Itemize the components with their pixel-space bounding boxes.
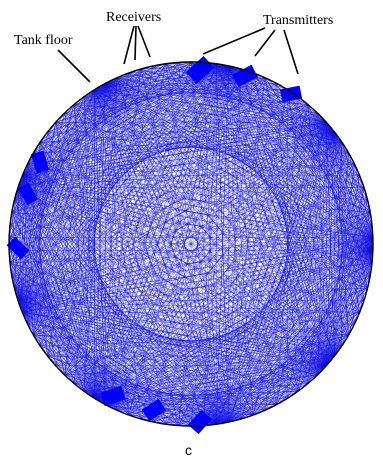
transmitter-clusters <box>6 56 303 435</box>
label-leaders <box>57 25 299 83</box>
ray-path-bundle <box>8 61 374 427</box>
transmitters-label: Transmitters <box>263 13 333 28</box>
ray-paths <box>8 61 374 427</box>
receivers-leader-3 <box>137 25 151 58</box>
transmitters-leader-1 <box>202 27 266 55</box>
transmitter-cluster-5 <box>18 182 38 206</box>
transmitters-leader-2 <box>254 29 276 57</box>
transmitter-cluster-9 <box>188 409 212 435</box>
tank-floor-label: Tank floor <box>14 33 73 48</box>
receivers-leader-2 <box>134 25 137 61</box>
transmitter-cluster-4 <box>30 150 50 174</box>
transmitters-leader-3 <box>283 29 299 75</box>
tank-floor-circle <box>8 61 374 427</box>
transmitter-cluster-7 <box>100 385 126 407</box>
receivers-leader-1 <box>123 25 135 65</box>
transmitter-cluster-3 <box>279 85 303 103</box>
receivers-label: Receivers <box>106 10 161 25</box>
tank-floor-leader <box>57 49 91 83</box>
transmitter-cluster-6 <box>6 236 30 260</box>
transmitter-cluster-2 <box>232 64 258 88</box>
figure-caption: c <box>185 442 192 458</box>
transmitter-cluster-8 <box>141 398 167 422</box>
